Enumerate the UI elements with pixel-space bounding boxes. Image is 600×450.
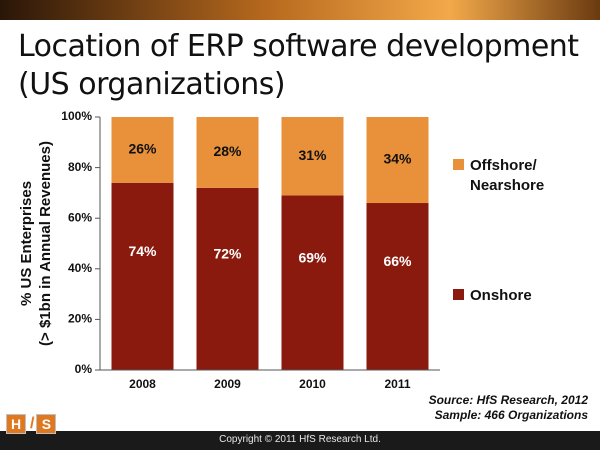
data-label-onshore-2009: 72% <box>213 246 242 262</box>
data-label-onshore-2008: 74% <box>128 243 157 259</box>
legend: Offshore/Nearshore Onshore <box>453 157 544 304</box>
data-label-offshore-2008: 26% <box>128 141 157 157</box>
sample-line: Sample: 466 Organizations <box>434 408 588 422</box>
hfs-logo: H / S <box>6 413 58 435</box>
bar-offshore-2008 <box>111 117 174 183</box>
y-axis-title-line: (> $1bn in Annual Revenues) <box>37 141 54 346</box>
source-note: Source: HfS Research, 2012 Sample: 466 O… <box>429 393 588 423</box>
y-tick-label: 40% <box>68 261 92 275</box>
bar-offshore-2009 <box>196 117 259 188</box>
data-label-onshore-2011: 66% <box>383 253 412 269</box>
legend-label-onshore: Onshore <box>470 287 532 304</box>
y-tick-label: 60% <box>68 210 92 224</box>
legend-swatch-offshore <box>453 159 464 170</box>
x-axis-ticks: 2008 2009 2010 2011 <box>129 377 411 391</box>
y-axis-title-line: % US Enterprises <box>18 181 35 306</box>
logo-letter-h: H <box>6 414 26 434</box>
y-tick-label: 80% <box>68 160 92 174</box>
logo-letter-s: S <box>36 414 57 434</box>
logo-slash: / <box>30 415 35 432</box>
data-label-offshore-2010: 31% <box>298 147 327 163</box>
y-axis-title: % US Enterprises (> $1bn in Annual Revenu… <box>18 141 54 346</box>
legend-label-offshore: Offshore/ <box>470 157 538 174</box>
y-axis-ticks: 0% 20% 40% 60% 80% 100% <box>61 109 100 376</box>
bar-onshore-2011 <box>366 203 429 370</box>
copyright-text: Copyright © 2011 HfS Research Ltd. <box>219 434 381 445</box>
top-banner <box>0 0 600 20</box>
bar-onshore-2008 <box>111 182 174 370</box>
x-tick-label-2011: 2011 <box>384 377 410 391</box>
y-tick-label: 0% <box>75 362 93 376</box>
x-tick-label-2008: 2008 <box>129 377 156 391</box>
bar-offshore-2010 <box>281 117 344 196</box>
axes <box>99 117 440 371</box>
legend-swatch-onshore <box>453 289 464 300</box>
footer-bar <box>0 431 600 450</box>
data-labels: 74% 26% 72% 28% 69% 31% 66% 34% <box>128 141 412 270</box>
bar-offshore-2011 <box>366 117 429 204</box>
data-label-onshore-2010: 69% <box>298 249 327 265</box>
x-tick-label-2010: 2010 <box>299 377 326 391</box>
x-tick-label-2009: 2009 <box>214 377 241 391</box>
bar-onshore-2009 <box>196 187 259 370</box>
slide-title: Location of ERP software development (US… <box>18 29 579 102</box>
data-label-offshore-2009: 28% <box>213 143 242 159</box>
data-label-offshore-2011: 34% <box>383 151 412 167</box>
legend-label-offshore: Nearshore <box>470 177 544 194</box>
y-tick-label: 100% <box>61 109 92 123</box>
bar-onshore-2010 <box>281 195 344 370</box>
y-tick-label: 20% <box>68 312 92 326</box>
bars <box>111 117 429 370</box>
source-line: Source: HfS Research, 2012 <box>428 393 588 407</box>
